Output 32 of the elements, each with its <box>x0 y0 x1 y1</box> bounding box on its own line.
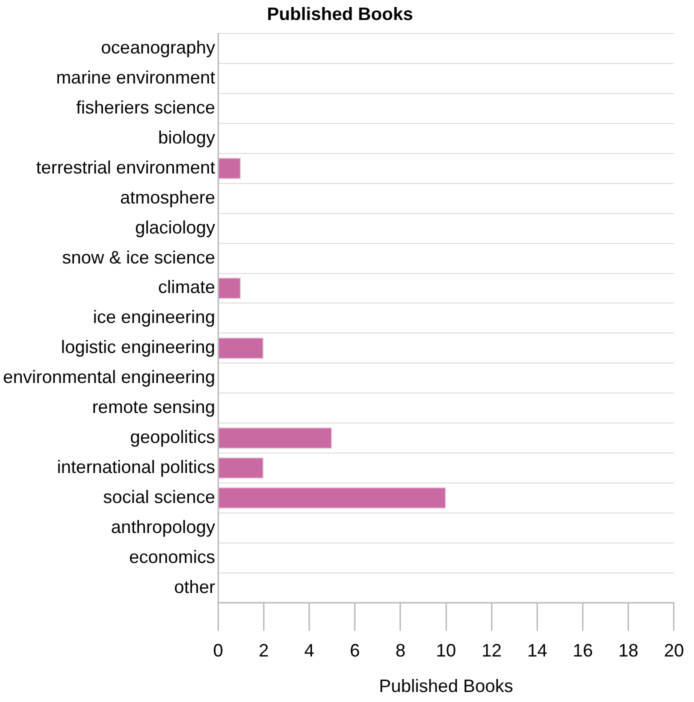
y-tick-label: ice engineering <box>93 307 216 328</box>
x-tick-label: 20 <box>664 640 684 661</box>
y-tick-label: climate <box>158 277 216 298</box>
x-axis-title: Published Books <box>379 676 514 696</box>
y-tick-label: terrestrial environment <box>36 157 216 178</box>
x-tick-label: 8 <box>395 640 406 661</box>
y-tick-label: environmental engineering <box>2 367 216 388</box>
x-tick-label: 0 <box>213 640 224 661</box>
x-tick-label: 4 <box>304 640 314 661</box>
y-tick-label: economics <box>129 546 216 567</box>
x-tick-label: 16 <box>572 640 593 661</box>
y-tick-label: anthropology <box>111 516 216 537</box>
y-tick-label: fisheriers science <box>76 97 216 118</box>
y-tick-label: biology <box>158 127 216 148</box>
x-tick-label: 14 <box>527 640 548 661</box>
x-tick-label: 12 <box>482 640 502 661</box>
y-tick-label: marine environment <box>56 68 216 88</box>
y-tick-label: oceanography <box>101 38 216 58</box>
y-tick-label: logistic engineering <box>61 337 216 358</box>
y-tick-label: other <box>174 576 216 597</box>
chart-title: Published Books <box>266 4 414 24</box>
y-tick-label: international politics <box>57 456 216 477</box>
x-tick-label: 2 <box>258 640 269 661</box>
y-tick-label: atmosphere <box>120 187 216 208</box>
x-tick-label: 6 <box>350 640 360 661</box>
y-tick-label: remote sensing <box>92 397 216 418</box>
y-tick-label: glaciology <box>135 217 216 238</box>
x-tick-label: 18 <box>618 640 638 661</box>
x-tick-label: 10 <box>436 640 456 661</box>
y-tick-label: geopolitics <box>130 427 216 447</box>
y-tick-label: snow & ice science <box>62 247 216 268</box>
y-tick-label: social science <box>103 486 216 507</box>
